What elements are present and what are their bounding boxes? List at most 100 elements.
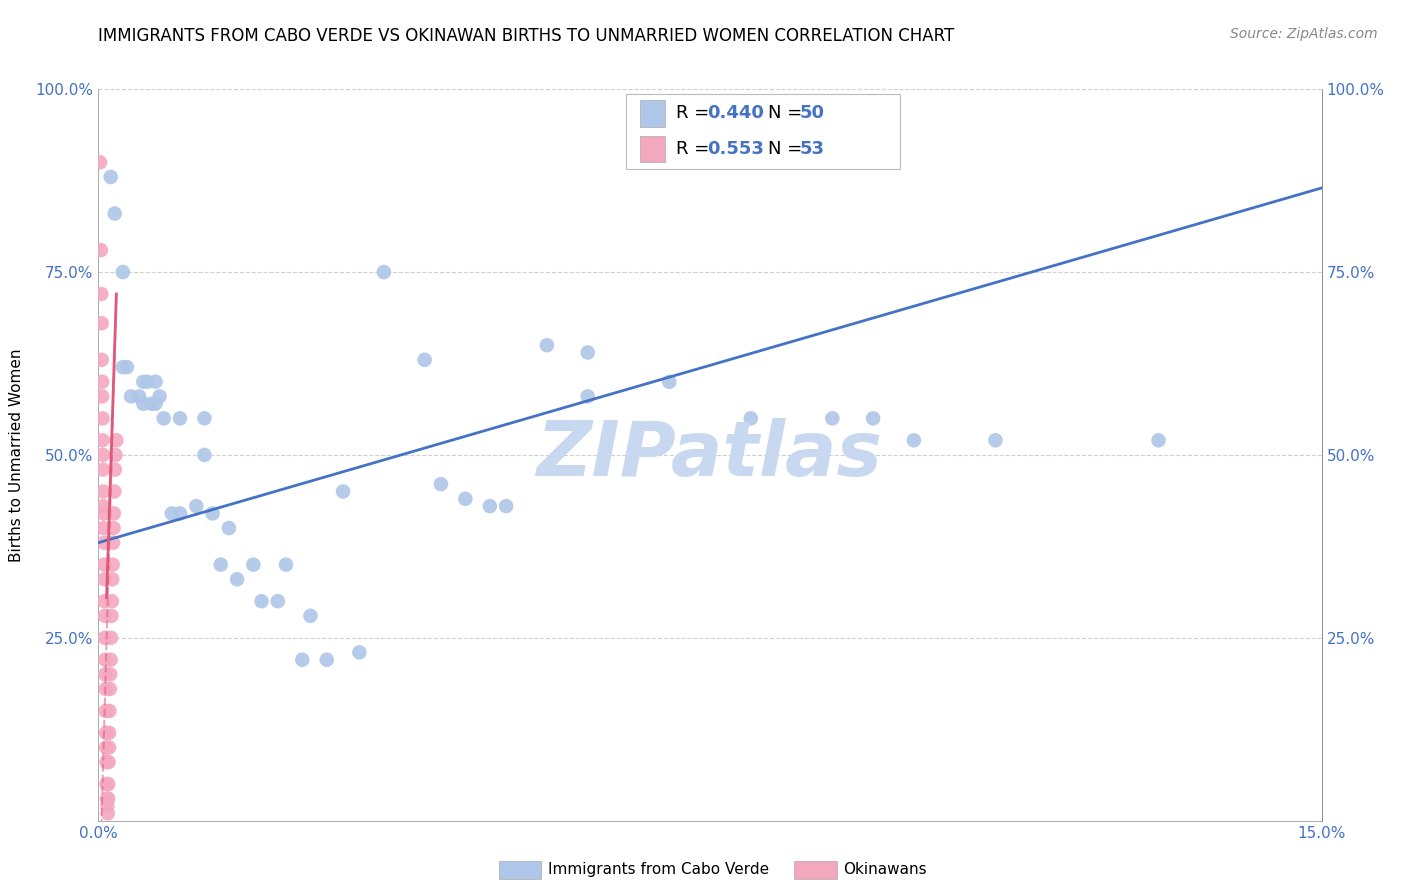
Point	[90, 316, 112, 330]
Point	[536, 338, 558, 352]
Point	[226, 572, 249, 586]
Point	[100, 653, 122, 667]
Point	[740, 411, 762, 425]
Point	[349, 645, 371, 659]
Point	[94, 608, 117, 623]
Text: Immigrants from Cabo Verde: Immigrants from Cabo Verde	[548, 863, 769, 877]
Point	[96, 799, 118, 814]
Point	[94, 681, 117, 696]
Point	[145, 397, 167, 411]
Point	[98, 704, 121, 718]
Point	[984, 434, 1007, 448]
Point	[91, 389, 114, 403]
Point	[90, 287, 112, 301]
Point	[104, 462, 127, 476]
Point	[315, 653, 337, 667]
Point	[413, 352, 436, 367]
Point	[90, 243, 112, 257]
Point	[90, 352, 112, 367]
Point	[91, 411, 114, 425]
Point	[576, 345, 599, 359]
Point	[91, 484, 114, 499]
Point	[97, 755, 120, 769]
Text: 50: 50	[800, 104, 825, 122]
Point	[97, 777, 120, 791]
Point	[94, 653, 117, 667]
Point	[100, 169, 122, 184]
Point	[101, 535, 124, 549]
Text: 0.440: 0.440	[707, 104, 763, 122]
Point	[91, 375, 114, 389]
Point	[111, 360, 134, 375]
Y-axis label: Births to Unmarried Women: Births to Unmarried Women	[10, 348, 24, 562]
Point	[111, 265, 134, 279]
Point	[658, 375, 681, 389]
Point	[104, 448, 127, 462]
Point	[149, 389, 172, 403]
Point	[96, 777, 118, 791]
Text: N =: N =	[768, 140, 807, 158]
Text: 0.553: 0.553	[707, 140, 763, 158]
Point	[120, 389, 142, 403]
Point	[100, 631, 122, 645]
Point	[94, 631, 117, 645]
Point	[94, 704, 117, 718]
Point	[96, 755, 118, 769]
Point	[103, 521, 125, 535]
Point	[91, 434, 114, 448]
Point	[91, 499, 114, 513]
Point	[332, 484, 354, 499]
Point	[97, 791, 120, 805]
Point	[267, 594, 290, 608]
Point	[903, 434, 925, 448]
Text: ZIPatlas: ZIPatlas	[537, 418, 883, 491]
Point	[93, 572, 115, 586]
Point	[495, 499, 517, 513]
Point	[89, 155, 111, 169]
Point	[100, 608, 122, 623]
Point	[105, 434, 128, 448]
Point	[478, 499, 501, 513]
Point	[250, 594, 273, 608]
Point	[98, 726, 121, 740]
Point	[98, 740, 121, 755]
Point	[576, 389, 599, 403]
Point	[101, 572, 124, 586]
Point	[201, 507, 224, 521]
Point	[454, 491, 477, 506]
Point	[132, 397, 155, 411]
Point	[115, 360, 138, 375]
Text: R =: R =	[676, 140, 716, 158]
Point	[141, 397, 163, 411]
Point	[93, 507, 115, 521]
Point	[93, 558, 115, 572]
Point	[862, 411, 884, 425]
Point	[136, 375, 159, 389]
Point	[193, 411, 215, 425]
Point	[128, 389, 150, 403]
Text: 53: 53	[800, 140, 825, 158]
Point	[94, 667, 117, 681]
Point	[218, 521, 240, 535]
Text: Source: ZipAtlas.com: Source: ZipAtlas.com	[1230, 27, 1378, 41]
Point	[93, 535, 115, 549]
Point	[821, 411, 844, 425]
Point	[101, 594, 124, 608]
Point	[299, 608, 322, 623]
Text: R =: R =	[676, 104, 716, 122]
Point	[209, 558, 232, 572]
Point	[1147, 434, 1170, 448]
Point	[104, 206, 127, 220]
Point	[96, 791, 118, 805]
Text: IMMIGRANTS FROM CABO VERDE VS OKINAWAN BIRTHS TO UNMARRIED WOMEN CORRELATION CHA: IMMIGRANTS FROM CABO VERDE VS OKINAWAN B…	[98, 27, 955, 45]
Point	[96, 726, 118, 740]
Text: N =: N =	[768, 104, 807, 122]
Point	[132, 375, 155, 389]
Point	[160, 507, 183, 521]
Point	[145, 375, 167, 389]
Point	[98, 681, 121, 696]
Point	[93, 521, 115, 535]
Point	[152, 411, 174, 425]
Point	[91, 462, 114, 476]
Point	[103, 507, 125, 521]
